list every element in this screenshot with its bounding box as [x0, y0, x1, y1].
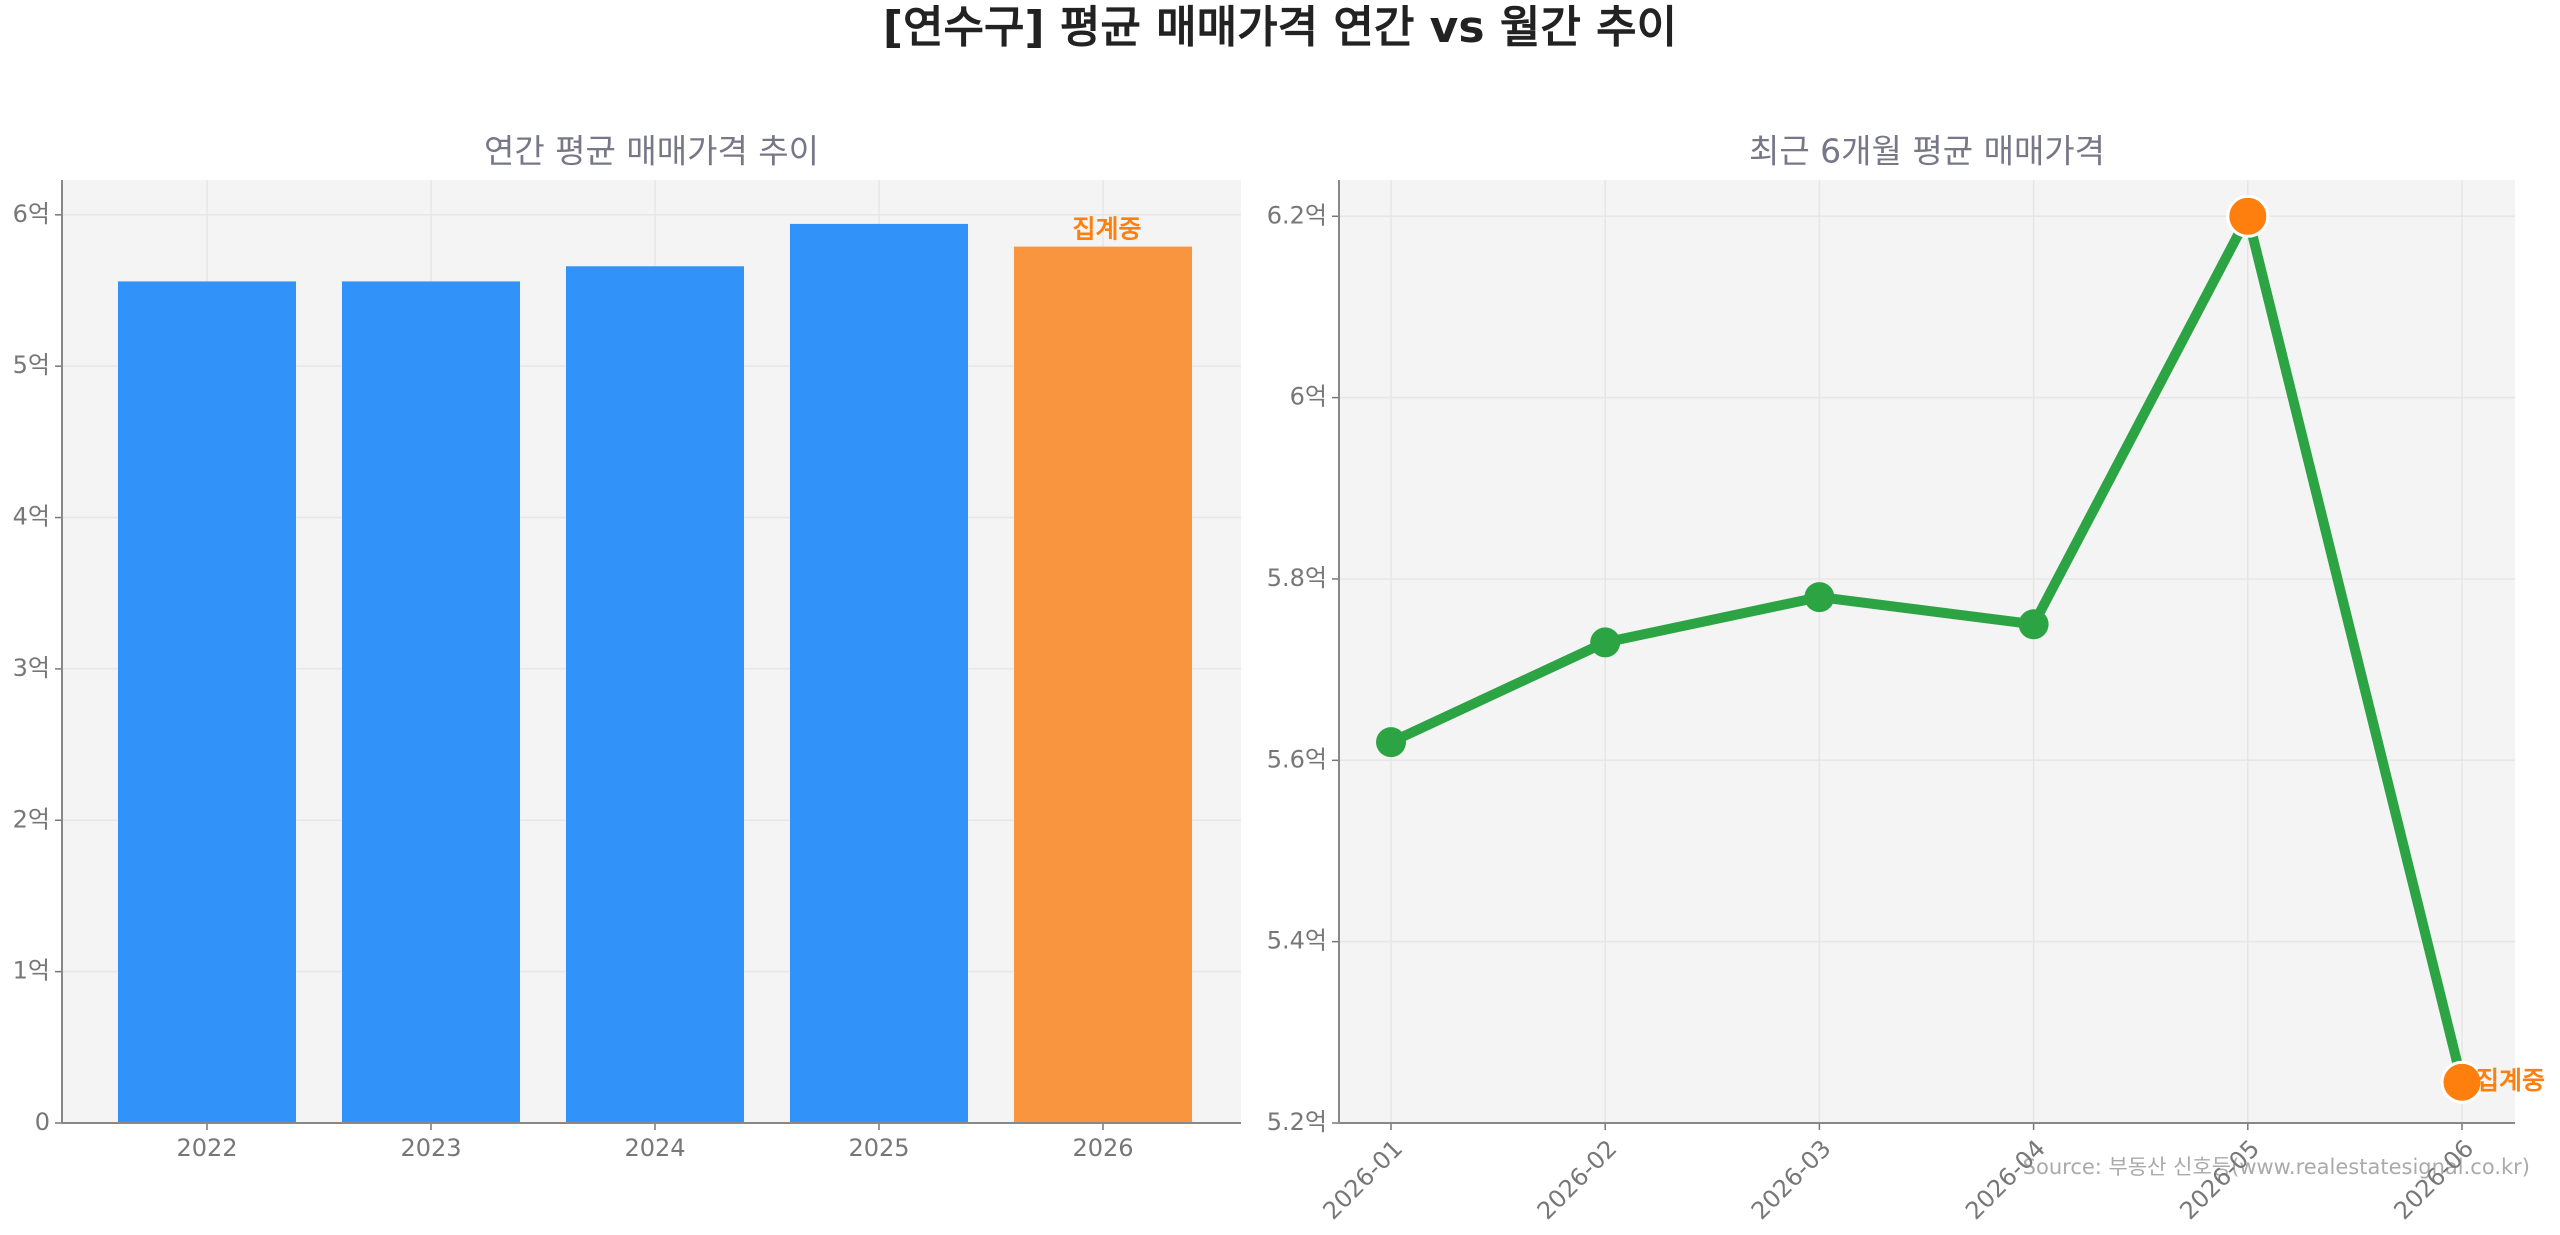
- bar: [566, 266, 744, 1123]
- x-tick-label: 2022: [176, 1134, 237, 1162]
- y-tick-label: 6억: [1290, 383, 1327, 411]
- main-title: [연수구] 평균 매매가격 연간 vs 월간 추이: [883, 2, 1677, 53]
- chart-title: 최근 6개월 평균 매매가격: [1749, 132, 2105, 171]
- annotation: 집계중: [1072, 215, 1141, 244]
- x-tick-label: 2026-01: [1317, 1134, 1408, 1225]
- marker: [1376, 727, 1406, 758]
- x-tick-label: 2026-06: [2388, 1134, 2479, 1225]
- line: [1388, 211, 2467, 1084]
- x-tick-label: 2026-04: [1960, 1134, 2051, 1225]
- marker: [2440, 1060, 2484, 1104]
- y-tick-label: 6억: [13, 200, 50, 228]
- bar: [790, 223, 968, 1124]
- marker: [2018, 609, 2049, 640]
- source-note: Source: 부동산 신호등(www.realestatesignal.co.…: [2023, 1155, 2530, 1179]
- y-tick-label: 3억: [13, 654, 50, 682]
- y-tick-label: 5.6억: [1267, 745, 1327, 773]
- x-tick-label: 2026: [1072, 1134, 1133, 1162]
- marker: [1804, 582, 1835, 613]
- marker: [2226, 194, 2270, 238]
- y-tick-label: 4억: [13, 503, 50, 531]
- x-tick-label: 2025: [848, 1134, 909, 1162]
- y-tick-label: 2억: [13, 805, 50, 833]
- y-tick-label: 0: [35, 1108, 50, 1136]
- x-tick-label: 2026-03: [1746, 1134, 1837, 1225]
- bar: [1014, 246, 1192, 1123]
- x-tick-label: 2024: [624, 1134, 685, 1162]
- chart-title: 연간 평균 매매가격 추이: [484, 132, 819, 171]
- x-tick-label: 2026-02: [1532, 1134, 1623, 1225]
- y-tick-label: 1억: [13, 957, 50, 985]
- bar: [342, 281, 520, 1123]
- bar: [118, 281, 296, 1123]
- x-tick-label: 2023: [400, 1134, 461, 1162]
- x-tick-label: 2026-05: [2174, 1134, 2265, 1225]
- annotation: 집계중: [2476, 1066, 2545, 1095]
- marker: [1590, 627, 1621, 658]
- y-tick-label: 5억: [13, 351, 50, 379]
- plot-area: [1339, 180, 2515, 1123]
- y-tick-label: 5.8억: [1267, 564, 1327, 592]
- y-tick-label: 5.2억: [1267, 1108, 1327, 1136]
- y-tick-label: 5.4억: [1267, 927, 1327, 955]
- y-tick-label: 6.2억: [1267, 201, 1327, 229]
